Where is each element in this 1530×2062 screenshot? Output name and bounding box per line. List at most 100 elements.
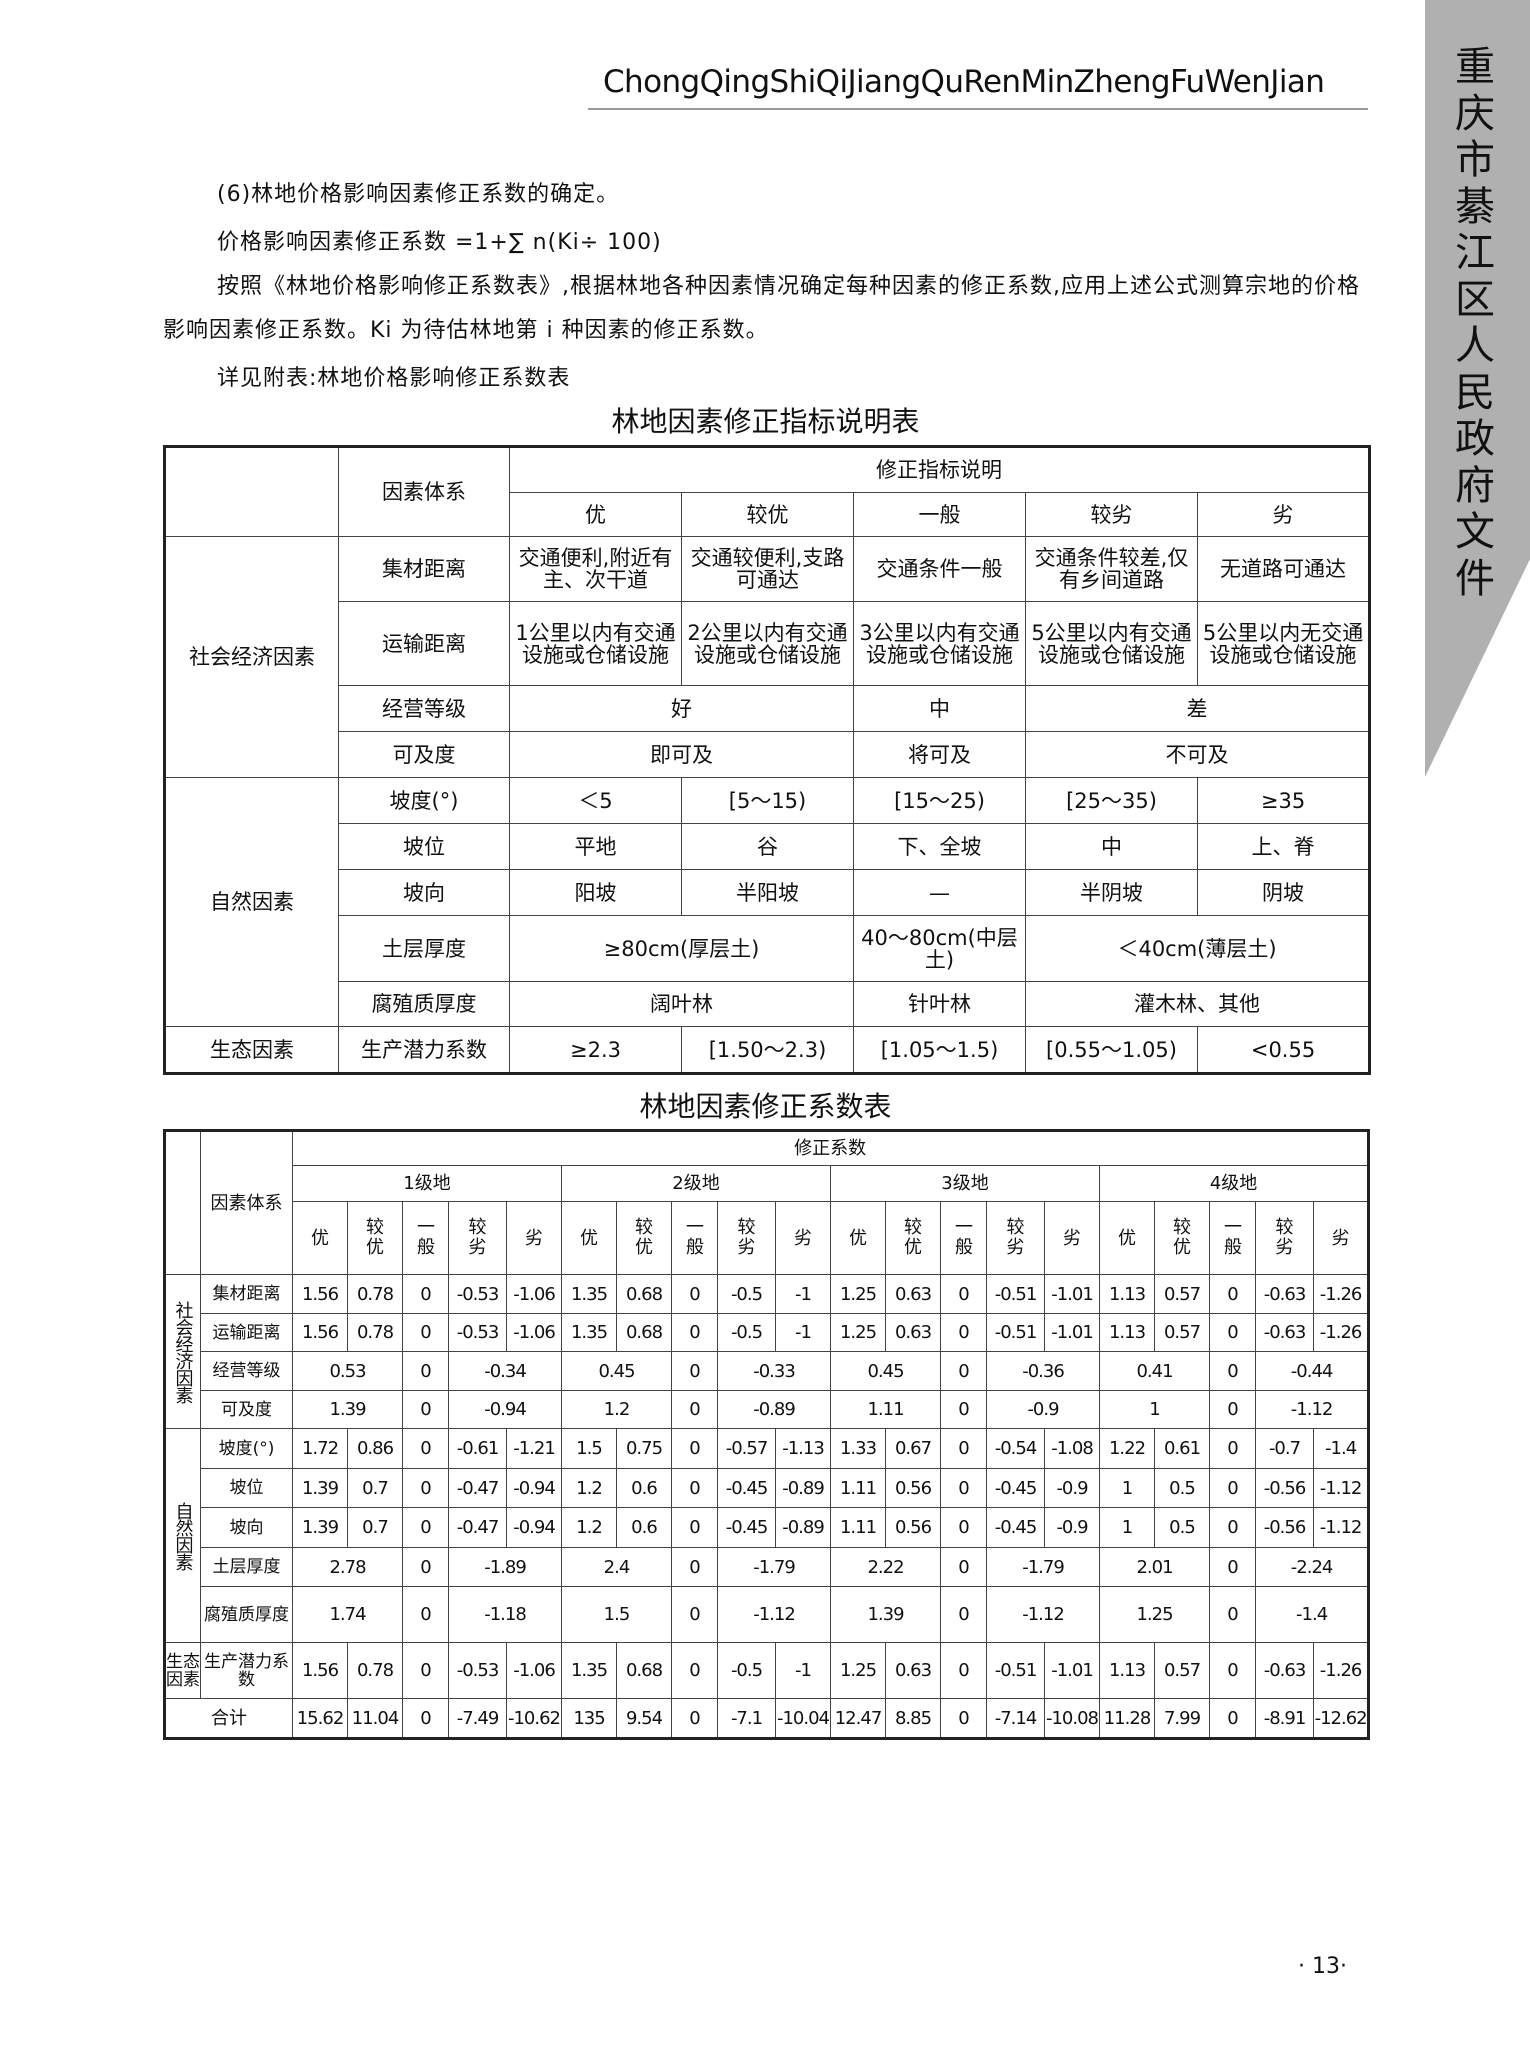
paragraph-body: 按照《林地价格影响修正系数表》,根据林地各种因素情况确定每种因素的修正系数,应用… (163, 274, 1360, 343)
coefficient-cell: -1.89 (448, 1547, 562, 1587)
factor-group-label: 生态因素 (164, 1642, 201, 1699)
coefficient-cell: -0.53 (448, 1313, 507, 1352)
running-header: ChongQingShiQiJiangQuRenMinZhengFuWenJia… (603, 64, 1325, 100)
coefficient-cell: 0.41 (1099, 1351, 1210, 1391)
total-cell: 12.47 (830, 1698, 886, 1739)
coefficient-cell: -0.54 (986, 1428, 1045, 1469)
factor-group-label: 社会经济因素 (164, 536, 339, 778)
total-cell: -10.08 (1044, 1698, 1100, 1739)
coefficient-cell: 1 (1099, 1507, 1155, 1548)
coefficient-cell: 0 (402, 1586, 449, 1643)
coefficient-cell: 1.56 (292, 1313, 348, 1352)
coefficient-cell: 0 (1209, 1351, 1256, 1391)
index-cell: 半阳坡 (681, 869, 854, 916)
coefficient-cell: 0 (940, 1468, 987, 1508)
coefficient-cell: -1.01 (1044, 1642, 1100, 1699)
coefficient-cell: -1.06 (506, 1274, 562, 1314)
index-cell: 交通便利,附近有主、次干道 (509, 536, 682, 602)
grade-header: 较劣 (986, 1201, 1045, 1275)
land-grade-header: 3级地 (830, 1165, 1100, 1202)
factor-label: 腐殖质厚度 (338, 981, 510, 1027)
factor-label: 坡度(°) (338, 777, 510, 824)
coefficient-cell: -0.33 (717, 1351, 831, 1391)
coefficient-cell: 1.13 (1099, 1642, 1155, 1699)
index-cell: <0.55 (1196, 1026, 1371, 1074)
factor-label: 生产潜力系数 (338, 1026, 510, 1074)
index-cell: 中 (1025, 823, 1198, 870)
coefficient-cell: -0.63 (1255, 1642, 1314, 1699)
index-cell: ＜5 (509, 777, 682, 824)
index-cell: 上、脊 (1196, 823, 1371, 870)
coefficient-cell: 1.11 (830, 1468, 886, 1508)
coefficient-cell: -0.34 (448, 1351, 562, 1391)
coefficient-cell: 0 (402, 1351, 449, 1391)
coefficient-cell: -1.13 (775, 1428, 831, 1469)
table-row: 坡向 1.39 0.7 0 -0.47 -0.94 1.2 0.6 0 -0.45 -0.89 1.1… (165, 1507, 1370, 1548)
table-row: 运输距离 1.56 0.78 0 -0.53 -1.06 1.35 0.68 0 -0.5 -1 1.… (165, 1313, 1370, 1352)
side-title: 重庆市綦江区人民政府文件 (1455, 44, 1495, 602)
coefficient-cell: -0.63 (1255, 1274, 1314, 1314)
coefficient-cell: 1.56 (292, 1274, 348, 1314)
coefficient-cell: -1 (775, 1313, 831, 1352)
index-cell: 下、全坡 (853, 823, 1026, 870)
coefficient-cell: 0 (671, 1313, 718, 1352)
land-grade-row: 1级地 2级地 3级地 4级地 (165, 1165, 1370, 1202)
index-cell: 阳坡 (509, 869, 682, 916)
index-cell: 阔叶林 (509, 981, 854, 1027)
coefficient-cell: -1.79 (986, 1547, 1100, 1587)
coefficient-cell: 0.45 (561, 1351, 672, 1391)
coefficient-cell: 0.57 (1154, 1274, 1210, 1314)
coefficient-cell: 1.11 (830, 1390, 941, 1429)
coefficient-cell: 0 (671, 1507, 718, 1548)
index-cell: 将可及 (853, 731, 1026, 778)
coefficient-cell: -0.53 (448, 1274, 507, 1314)
coefficient-cell: 1.35 (561, 1313, 617, 1352)
coefficient-cell: -1.79 (717, 1547, 831, 1587)
table-row: 土层厚度 ≥80cm(厚层土) 40～80cm(中层土) ＜40cm(薄层土) (165, 915, 1371, 982)
coefficient-cell: 1.5 (561, 1428, 617, 1469)
coefficient-cell: 0 (402, 1507, 449, 1548)
coefficient-cell: 0 (940, 1274, 987, 1314)
coefficient-cell: 1.39 (292, 1507, 348, 1548)
coefficient-cell: 0.86 (347, 1428, 403, 1469)
coefficient-cell: 1.11 (830, 1507, 886, 1548)
factor-index-table: 因素体系 修正指标说明优较优 一般 较劣劣社会经济因素 集材距离 交通便利,附近有主、次干… (163, 445, 1372, 1075)
coefficient-cell: -1 (775, 1274, 831, 1314)
coefficient-cell: 1 (1099, 1468, 1155, 1508)
coefficient-cell: -1.12 (986, 1586, 1100, 1643)
coefficient-cell: -1.06 (506, 1313, 562, 1352)
factor-label: 坡向 (200, 1507, 293, 1548)
total-cell: -10.04 (775, 1698, 831, 1739)
table-row: 社会经济因素 集材距离 交通便利,附近有主、次干道 交通较便利,支路可通达 交通条件一般… (164, 536, 1371, 778)
total-cell: -12.62 (1312, 1698, 1370, 1739)
coefficient-cell: -0.47 (448, 1468, 507, 1508)
coefficient-cell: 0.78 (347, 1274, 403, 1314)
coefficient-cell: 0 (402, 1274, 449, 1314)
factor-system-header: 因素体系 (200, 1130, 293, 1275)
factor-label: 腐殖质厚度 (200, 1586, 293, 1643)
table-row: 坡位 平地谷下、全坡中上、脊 (165, 823, 1371, 870)
coefficient-cell: 0.68 (616, 1642, 672, 1699)
coefficient-cell: 0.57 (1154, 1642, 1210, 1699)
coefficient-cell: 0 (402, 1642, 449, 1699)
table-row: 经营等级好中差 (165, 685, 1371, 732)
coefficient-cell: -0.89 (717, 1390, 831, 1429)
coefficient-cell: -0.94 (506, 1507, 562, 1548)
coefficient-cell: 0.7 (347, 1468, 403, 1508)
coefficient-cell: 0 (671, 1547, 718, 1587)
coefficient-cell: 0 (402, 1313, 449, 1352)
factor-label: 集材距离 (200, 1274, 293, 1314)
coefficient-cell: 1.33 (830, 1428, 886, 1469)
coefficient-cell: 1.2 (561, 1390, 672, 1429)
factor-label: 生产潜力系数 (200, 1642, 293, 1699)
grade-header: 较劣 (448, 1201, 507, 1275)
factor-label: 运输距离 (338, 601, 510, 686)
coefficient-cell: 0 (940, 1351, 987, 1391)
coefficient-cell: 0 (940, 1547, 987, 1587)
coefficient-cell: -0.45 (717, 1507, 776, 1548)
coefficient-cell: 0 (940, 1390, 987, 1429)
factor-label: 集材距离 (338, 536, 510, 602)
index-cell: 差 (1024, 685, 1371, 732)
index-cell: 2公里以内有交通设施或仓储设施 (681, 601, 854, 686)
coefficient-cell: 0 (402, 1390, 449, 1429)
